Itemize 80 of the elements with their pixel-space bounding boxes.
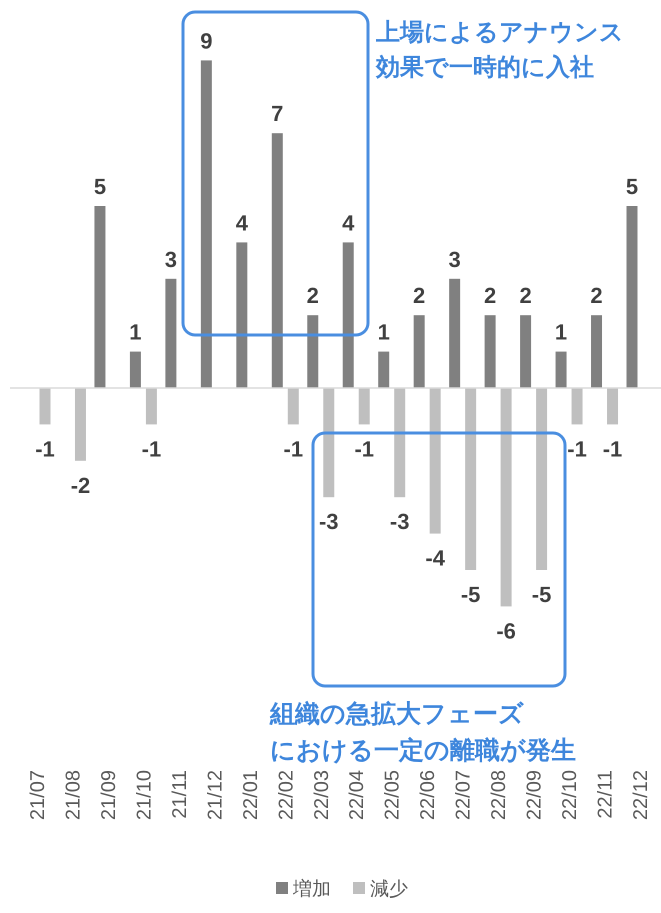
data-label: -1 bbox=[567, 436, 587, 462]
data-label: 9 bbox=[200, 28, 212, 54]
x-tick-label: 22/04 bbox=[346, 770, 368, 820]
bar bbox=[500, 388, 512, 606]
x-tick-label: 22/11 bbox=[594, 770, 617, 819]
bar bbox=[465, 388, 476, 570]
x-tick-label: 21/07 bbox=[27, 770, 49, 820]
x-tick-label: 22/01 bbox=[240, 770, 262, 820]
data-label: 1 bbox=[554, 320, 568, 345]
data-label: 4 bbox=[236, 210, 249, 236]
bar bbox=[591, 315, 602, 388]
bar bbox=[94, 206, 106, 388]
x-tick-label: 22/06 bbox=[417, 770, 440, 820]
data-label: -1 bbox=[602, 436, 622, 462]
data-label: 3 bbox=[448, 246, 461, 272]
annotation: 上場によるアナウンス効果で一時的に入社 bbox=[375, 19, 624, 81]
bar bbox=[342, 242, 354, 388]
data-label: -1 bbox=[284, 436, 304, 462]
data-label: -1 bbox=[354, 436, 374, 462]
legend-label: 減少 bbox=[370, 879, 408, 900]
data-label: -1 bbox=[142, 436, 162, 462]
bar bbox=[358, 388, 370, 424]
data-label: -1 bbox=[35, 436, 55, 462]
data-label: 1 bbox=[378, 320, 390, 345]
data-label: -3 bbox=[390, 509, 410, 534]
legend-label: 増加 bbox=[292, 878, 331, 900]
bar bbox=[236, 242, 248, 388]
bar bbox=[536, 388, 548, 570]
bar bbox=[130, 352, 141, 388]
x-tick-label: 22/02 bbox=[275, 770, 298, 820]
bar bbox=[378, 352, 390, 388]
data-label: 3 bbox=[164, 246, 178, 272]
data-label: 2 bbox=[484, 283, 496, 308]
x-tick-label: 21/11 bbox=[168, 770, 191, 819]
data-label: -2 bbox=[70, 472, 90, 498]
data-label: 2 bbox=[519, 283, 532, 308]
data-label: 2 bbox=[590, 283, 603, 308]
x-tick-label: 22/07 bbox=[452, 770, 475, 820]
x-tick-label: 22/12 bbox=[630, 770, 652, 820]
text: 組織の急拡大フェーズにおける一定の離職が発生 bbox=[269, 700, 576, 764]
bar bbox=[556, 352, 567, 388]
bar bbox=[200, 60, 212, 388]
bar bbox=[146, 388, 157, 424]
data-label: 5 bbox=[626, 174, 638, 199]
data-label: -5 bbox=[460, 582, 480, 607]
x-tick-label: 22/10 bbox=[559, 770, 582, 820]
x-tick-label: 22/08 bbox=[488, 770, 510, 820]
bar bbox=[484, 315, 496, 388]
x-tick-label: 21/10 bbox=[133, 770, 156, 820]
bar bbox=[430, 388, 441, 534]
bar bbox=[307, 315, 318, 388]
bar bbox=[414, 315, 425, 388]
data-label: 7 bbox=[271, 101, 284, 126]
bar bbox=[272, 133, 283, 388]
bar bbox=[520, 315, 532, 388]
bar bbox=[394, 388, 406, 498]
data-label: -6 bbox=[496, 618, 516, 644]
data-label: 4 bbox=[342, 210, 356, 236]
bar bbox=[288, 388, 299, 424]
data-label: 2 bbox=[306, 283, 319, 308]
data-label: 1 bbox=[129, 320, 142, 345]
x-tick-label: 22/09 bbox=[524, 770, 546, 820]
bar bbox=[323, 388, 334, 498]
bar bbox=[40, 388, 50, 424]
bar bbox=[607, 388, 618, 424]
bar bbox=[449, 278, 460, 388]
data-label: -5 bbox=[532, 582, 552, 607]
data-label: -3 bbox=[318, 509, 339, 534]
bar bbox=[74, 388, 86, 461]
x-tick-label: 22/03 bbox=[310, 770, 333, 820]
x-tick-label: 22/05 bbox=[382, 770, 404, 820]
x-tick-label: 21/08 bbox=[62, 770, 84, 820]
data-label: 2 bbox=[413, 283, 426, 308]
bar bbox=[626, 206, 638, 388]
data-label: -4 bbox=[425, 546, 446, 571]
x-tick-label: 21/09 bbox=[98, 770, 120, 820]
x-tick-label: 21/12 bbox=[204, 770, 226, 820]
data-label: 5 bbox=[94, 174, 106, 199]
bar bbox=[572, 388, 583, 424]
bar bbox=[165, 278, 176, 388]
